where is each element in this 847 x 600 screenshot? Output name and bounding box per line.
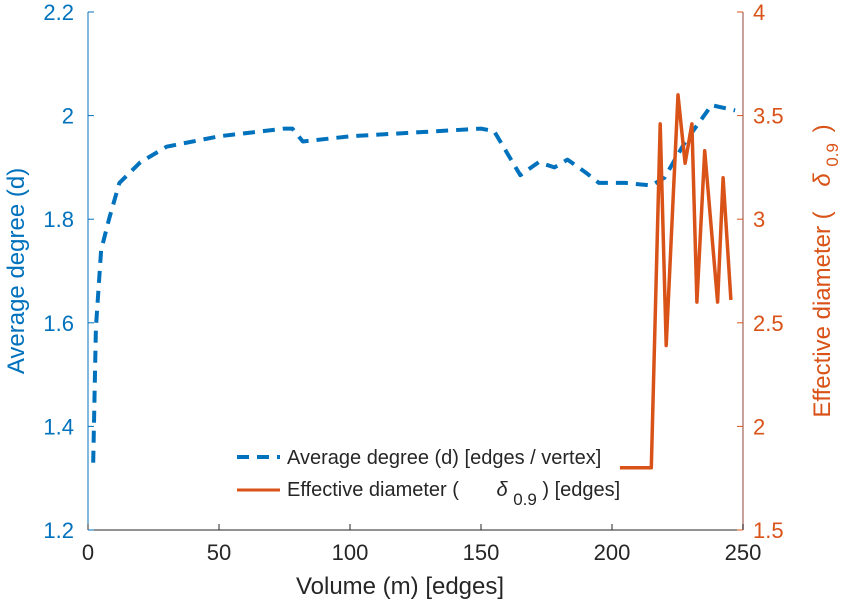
x-axis-label: Volume (m) [edges] (296, 573, 504, 600)
x-tick-label: 250 (725, 540, 762, 565)
average-degree-series-line (91, 103, 736, 463)
x-tick-label: 200 (594, 540, 631, 565)
legend-label-text: Effective diameter ( (287, 479, 459, 501)
right-y-tick-label: 1.5 (753, 518, 784, 543)
legend: Average degree (d) [edges / vertex] Effe… (237, 447, 620, 510)
legend-label-symbol: δ (497, 479, 509, 501)
effective-diameter-series-line (619, 93, 733, 470)
right-y-axis-label-text: Effective diameter ( (809, 211, 836, 417)
legend-label-close: ) [edges] (542, 479, 620, 501)
left-y-tick-label: 1.8 (43, 207, 74, 232)
right-y-tick-label: 3.5 (753, 104, 784, 129)
left-y-tick-label: 1.6 (43, 311, 74, 336)
x-tick-label: 0 (82, 540, 94, 565)
right-y-tick-label: 4 (753, 0, 765, 25)
left-y-tick-label: 1.2 (43, 518, 74, 543)
axes (87, 12, 744, 531)
right-y-axis-label-sub: 0.9 (823, 143, 842, 167)
right-y-tick-label: 2.5 (753, 311, 784, 336)
x-tick-label: 150 (463, 540, 500, 565)
left-y-tick-label: 2.2 (43, 0, 74, 25)
x-tick-label: 50 (207, 540, 231, 565)
right-y-axis-label-close: ) (809, 124, 836, 132)
left-y-tick-label: 2 (62, 104, 74, 129)
x-tick-label: 100 (332, 540, 369, 565)
legend-label-effective-diameter: Effective diameter ( δ 0.9 ) [edges] (287, 479, 620, 510)
legend-label-average-degree: Average degree (d) [edges / vertex] (287, 447, 601, 469)
right-y-tick-label: 3 (753, 207, 765, 232)
right-y-axis-label: Effective diameter ( δ 0.9 ) (809, 124, 844, 417)
left-y-tick-label: 1.4 (43, 414, 74, 439)
legend-label-sub: 0.9 (513, 490, 537, 509)
left-y-axis-label: Average degree (d) (3, 168, 30, 374)
right-y-axis-label-symbol: δ (809, 173, 836, 187)
right-y-tick-label: 2 (753, 414, 765, 439)
